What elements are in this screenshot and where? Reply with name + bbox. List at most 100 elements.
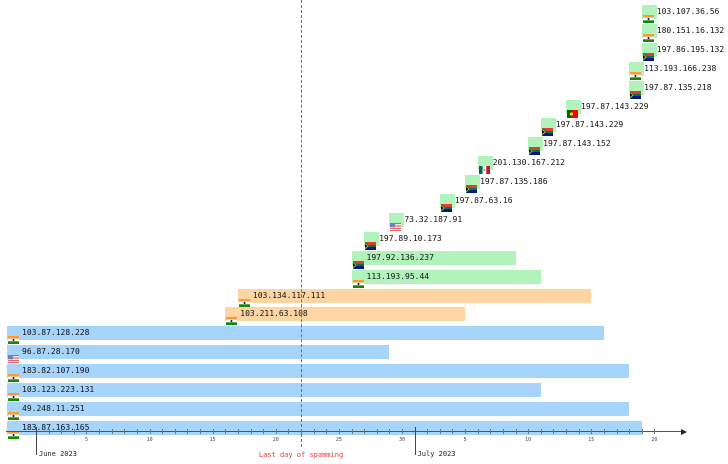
x-axis-tick [490,429,492,434]
flag-in-icon [8,367,19,383]
ip-label: 197.86.195.132 [656,44,725,54]
month-boundary-line [36,427,37,455]
ip-label: 201.130.167.212 [492,158,565,168]
timeline-bar [7,420,642,435]
x-axis-tick [427,429,429,434]
x-axis-tick [187,429,189,434]
x-tick-label: 25 [335,437,342,443]
x-tick-label: 10 [525,437,532,443]
flag-in-icon [642,27,654,42]
x-axis-tick [641,429,643,434]
x-axis-tick [200,429,202,434]
x-axis-tick [136,429,138,434]
x-axis-tick [376,429,378,434]
ip-label: 183.87.163.165 [22,422,90,432]
ip-label: 197.87.143.229 [581,101,649,111]
ip-label: 103.134.117.111 [252,290,326,300]
flag-in-icon [8,405,19,420]
last-day-marker-label: Last day of spamming [258,451,344,459]
x-axis-tick [452,429,454,434]
x-axis-tick [326,429,328,434]
x-axis-tick [616,429,618,434]
flag-in-icon [238,292,250,307]
ip-label: 113.193.95.44 [366,271,430,281]
x-axis-tick [99,429,101,434]
timeline-bar [7,383,541,397]
ip-label: 103.87.128.228 [22,328,90,338]
x-axis-tick [149,429,151,434]
x-axis-tick [86,429,88,434]
flag-in-icon [352,273,364,288]
flag-in-icon [8,329,19,345]
ip-label: 197.87.135.186 [480,177,548,187]
flag-za-icon [352,254,364,269]
flag-za-icon [642,46,654,61]
x-axis-tick [477,429,479,434]
x-tick-label: 5 [84,437,88,443]
timeline-bar [225,307,466,322]
x-axis-tick [401,429,403,434]
ip-label: 73.32.187.91 [404,214,463,224]
month-label: June 2023 [39,450,77,458]
timeline-bar [7,401,630,416]
x-axis-tick [540,429,542,434]
timeline-bar [237,288,592,303]
ip-label: 103.211.63.108 [240,309,308,319]
x-tick-label: 10 [146,437,153,443]
flag-in-icon [642,8,654,23]
timeline-bar [7,345,390,360]
x-axis-arrow-icon [681,428,687,435]
ip-label: 197.87.63.16 [454,196,513,205]
flag-za-icon [541,121,553,137]
x-tick-label: 15 [209,437,216,443]
flag-in-icon [226,310,238,326]
x-axis-tick [263,429,265,434]
x-axis-tick [603,429,605,434]
ip-label: 180.151.16.132 [656,25,725,35]
x-axis-tick [553,429,555,434]
x-tick-label: 5 [463,437,467,443]
ip-label: 197.89.10.173 [379,233,442,243]
month-boundary-line [414,427,416,455]
flag-mx-icon [478,159,490,175]
flag-za-icon [466,178,478,194]
ip-label: 113.193.166.238 [644,63,717,73]
x-axis-tick [351,429,353,434]
ip-label: 197.87.143.229 [555,120,624,130]
flag-za-icon [630,84,642,99]
x-axis-tick [111,429,113,434]
flag-in-icon [630,65,642,80]
x-axis-tick [124,429,126,434]
x-axis-tick [465,429,467,434]
ip-label: 103.123.223.131 [22,385,95,394]
x-axis-tick [364,429,366,434]
x-axis-tick [250,429,252,434]
x-axis-tick [439,429,441,434]
x-axis-tick [48,429,50,434]
timeline-bar [351,269,541,284]
x-axis-tick [389,429,391,434]
x-axis-tick [566,429,568,434]
flag-za-icon [440,197,452,212]
ip-label: 103.107.36.56 [656,7,720,16]
month-label: July 2023 [417,450,456,458]
x-axis-tick [61,429,63,434]
x-axis-tick [528,429,530,434]
flag-in-icon [8,424,19,439]
flag-pt-icon [567,103,579,118]
ip-label: 197.87.135.218 [644,82,712,92]
flag-us-icon [390,216,402,231]
x-axis-tick [515,429,517,434]
ip-label: 49.248.11.251 [22,403,85,413]
timeline-bar [351,250,516,265]
last-day-marker-line [301,0,303,447]
x-axis-tick [174,429,176,434]
x-axis-line [6,431,682,432]
x-axis-tick [162,429,164,434]
flag-za-icon [529,140,541,156]
x-axis-tick [313,429,315,434]
timeline-bar [7,326,604,341]
x-axis-tick [212,429,214,434]
x-axis-tick [629,429,631,434]
